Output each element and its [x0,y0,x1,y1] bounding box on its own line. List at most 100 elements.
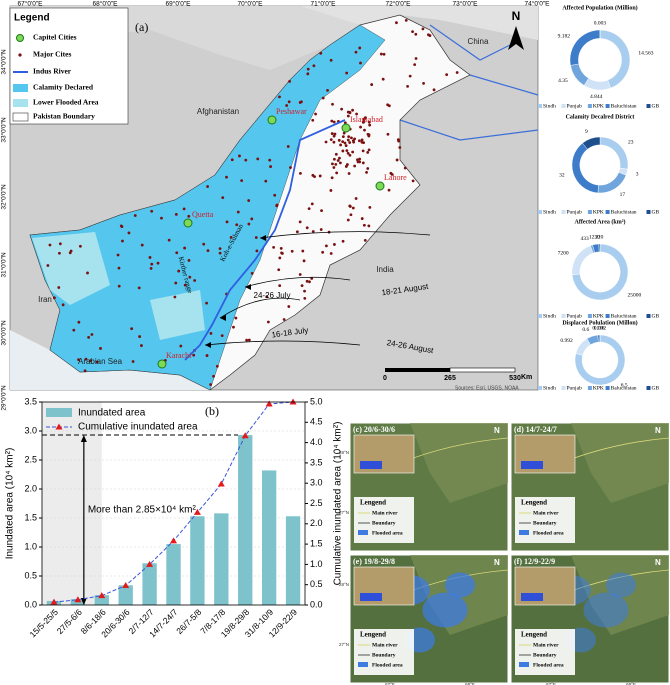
donut-legend-item: Punjab [567,385,583,391]
y-tick-label: 1.5 [24,512,37,522]
y-tick-label: 0.0 [24,599,37,609]
map-legend-item: Indus River [33,67,72,76]
inset-flood [521,593,543,601]
panel-lat: 27°N [339,642,349,647]
city-dot [329,138,333,142]
donut-legend-item: Punjab [567,209,583,215]
city-dot [117,284,121,288]
y2-tick-label: 0.0 [310,599,323,609]
city-dot [342,131,346,135]
flooded-area [606,572,636,598]
city-label: Lahore [384,173,407,182]
city-dot [140,344,143,347]
city-dot [300,284,304,288]
city-dot [278,284,282,288]
city-dot [337,138,341,142]
panel-north: N [494,426,500,435]
panel-legend-item: Flooded area [372,530,403,536]
city-dot [268,158,272,162]
city-dot [340,107,344,111]
panel-legend-item: Main river [372,510,398,516]
city-dot [116,253,120,257]
city-dot [206,185,209,188]
terrain [571,423,669,503]
chart-title: (b) [205,404,219,418]
donut-value-label: 4.844 [590,94,603,100]
legend-swatch [46,408,72,417]
city-dot [137,286,141,290]
legend-swatch [587,386,592,390]
event-arrow [244,276,351,288]
lower-flooded-area [32,232,110,305]
y-tick-label: 3.0 [24,425,37,435]
cumulative-marker [122,582,130,589]
panel-lon: 68°E [465,682,475,685]
lon-tick-label: 69°0'0"E [166,0,192,8]
city-dot [368,123,372,127]
city-dot [302,259,306,263]
donut-legend-item: GB [652,209,660,215]
city-dot [395,21,398,25]
y2-tick-label: 3.5 [310,457,323,467]
city-dot [192,353,196,357]
donut-slice [597,172,627,194]
city-dot [167,238,171,242]
donut-legend-item: GB [652,103,660,109]
city-dot [229,235,233,239]
city-dot [365,170,368,174]
city-dot [305,226,309,230]
donut-value-label: 3 [636,171,639,177]
y-tick-label: 1.0 [24,541,37,551]
city-dot [360,138,364,142]
city-dot [351,108,354,112]
city-dot [414,32,418,36]
city-dot [99,347,102,350]
city-dot [78,244,82,248]
city-dot [354,197,358,200]
donut-value-label: 220 [595,234,604,240]
city-dot [300,100,303,104]
arrow-head [260,235,266,241]
city-dot [411,30,414,34]
donut-value-label: 0.6 [582,327,589,333]
city-dot [255,249,259,253]
city-dot [289,166,292,169]
legend-swatch [538,386,542,390]
city-dot [57,286,61,289]
city-dot [130,327,134,331]
annotation: More than 2.85×10⁴ km² [88,505,197,516]
city-dot [403,166,407,170]
donut-legend-item: Sindh [543,385,556,391]
city-dot [406,84,409,88]
city-dot [303,296,307,300]
city-dot [382,52,386,56]
city-dot [225,220,229,224]
panel-legend-item: Boundary [533,520,557,526]
city-dot [343,141,347,145]
donut-slice [599,29,631,89]
city-dot [58,251,61,255]
city-dot [329,252,333,255]
city-dot [332,166,336,169]
city-dot [346,218,350,222]
city-dot [236,210,240,214]
legend-flood [358,530,368,535]
donut-value-label: 9.182 [558,34,571,40]
donut-value-label: 0.002 [594,325,607,331]
city-dot [202,242,206,246]
y2-tick-label: 4.5 [310,417,323,427]
city-dot [346,114,350,118]
map-legend-item: Calamity Declared [33,83,94,92]
city-dot [311,230,315,233]
scale-unit: Km [521,374,532,381]
city-dot [338,161,342,165]
donut-slice [571,245,594,276]
donut-value-label: 7200 [558,251,569,257]
donut-legend-item: Baluchistan [611,103,637,109]
region-label: Arabian Sea [78,357,123,366]
city-dot [331,162,334,166]
flooded-area [583,592,629,628]
north-label: N [512,9,521,23]
donut-value-label: 25000 [627,293,641,299]
